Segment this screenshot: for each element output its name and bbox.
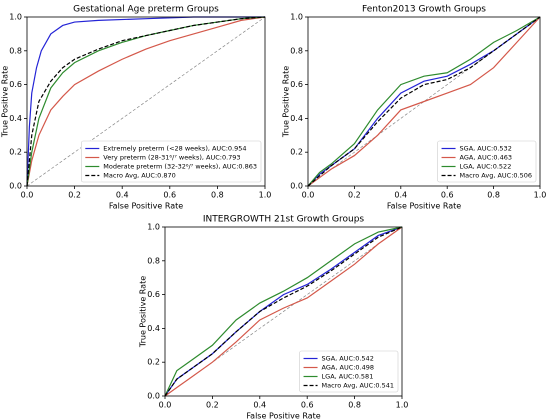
x-tick-label: 0.2 bbox=[348, 191, 361, 200]
chance-diagonal bbox=[164, 226, 403, 397]
x-tick-label: 1.0 bbox=[396, 401, 409, 410]
roc-curve bbox=[26, 16, 265, 187]
legend-label: Moderate preterm (32-32⁶/⁷ weeks), AUC:0… bbox=[103, 163, 257, 171]
chance-diagonal bbox=[26, 16, 266, 187]
y-tick-label: 0.0 bbox=[290, 182, 303, 191]
x-axis-label: False Positive Rate bbox=[109, 202, 183, 211]
y-axis-label: True Positive Rate bbox=[282, 66, 291, 138]
y-tick-label: 0.4 bbox=[147, 324, 160, 333]
plot-frame bbox=[307, 16, 541, 187]
y-tick-label: 0.6 bbox=[9, 80, 22, 89]
roc-curve bbox=[26, 16, 266, 187]
legend-label: LGA, AUC:0.581 bbox=[322, 373, 374, 381]
y-tick-label: 0.0 bbox=[9, 182, 22, 191]
x-tick-label: 0.0 bbox=[302, 191, 315, 200]
legend-label: AGA, AUC:0.498 bbox=[322, 364, 375, 372]
roc-curve bbox=[307, 16, 541, 187]
y-tick-label: 1.0 bbox=[9, 13, 22, 22]
y-tick-label: 0.6 bbox=[290, 80, 303, 89]
y-axis-label: True Positive Rate bbox=[139, 276, 148, 348]
y-tick-label: 0.2 bbox=[290, 148, 303, 157]
y-tick-label: 0.8 bbox=[9, 46, 22, 55]
legend-box bbox=[80, 140, 262, 183]
legend-box bbox=[437, 140, 537, 183]
roc-curve bbox=[307, 16, 541, 187]
x-tick-label: 0.6 bbox=[301, 401, 314, 410]
y-tick-label: 0.0 bbox=[147, 392, 160, 401]
legend-label: Macro Avg, AUC:0.870 bbox=[103, 172, 175, 180]
legend-label: Macro Avg, AUC:0.506 bbox=[460, 172, 532, 180]
x-tick-label: 0.8 bbox=[348, 401, 361, 410]
x-tick-label: 0.8 bbox=[487, 191, 500, 200]
legend-label: SGA, AUC:0.532 bbox=[460, 145, 512, 153]
x-tick-label: 0.4 bbox=[394, 191, 407, 200]
plot-frame bbox=[164, 226, 403, 397]
x-tick-label: 0.4 bbox=[116, 191, 129, 200]
y-tick-label: 0.2 bbox=[9, 148, 22, 157]
x-tick-label: 0.4 bbox=[253, 401, 266, 410]
chart-title: INTERGROWTH 21st Growth Groups bbox=[203, 215, 365, 225]
legend-label: Very preterm (28-31⁶/⁷ weeks), AUC:0.793 bbox=[103, 154, 240, 162]
chart-title: Gestational Age preterm Groups bbox=[73, 5, 219, 15]
x-axis-label: False Positive Rate bbox=[387, 202, 461, 211]
chance-diagonal bbox=[307, 16, 541, 187]
y-tick-label: 0.8 bbox=[147, 256, 160, 265]
y-tick-label: 1.0 bbox=[147, 223, 160, 232]
legend-label: Extremely preterm (<28 weeks), AUC:0.954 bbox=[103, 145, 246, 153]
x-tick-label: 0.2 bbox=[68, 191, 81, 200]
x-axis-label: False Positive Rate bbox=[246, 412, 320, 419]
x-tick-label: 0.0 bbox=[159, 401, 172, 410]
roc-curve bbox=[307, 16, 541, 187]
x-tick-label: 0.6 bbox=[163, 191, 176, 200]
roc-curve bbox=[26, 16, 266, 187]
legend-label: SGA, AUC:0.542 bbox=[322, 355, 374, 363]
legend-box bbox=[299, 350, 399, 393]
roc-curve bbox=[164, 226, 403, 397]
y-tick-label: 1.0 bbox=[290, 13, 303, 22]
y-tick-label: 0.2 bbox=[147, 358, 160, 367]
chart-title: Fenton2013 Growth Groups bbox=[362, 5, 486, 15]
y-tick-label: 0.8 bbox=[290, 46, 303, 55]
y-tick-label: 0.4 bbox=[290, 114, 303, 123]
legend-label: LGA, AUC:0.522 bbox=[460, 163, 512, 171]
y-axis-label: True Positive Rate bbox=[1, 66, 10, 138]
x-tick-label: 0.6 bbox=[441, 191, 454, 200]
roc-curve bbox=[164, 226, 403, 397]
y-tick-label: 0.6 bbox=[147, 290, 160, 299]
roc-curve bbox=[164, 226, 403, 397]
x-tick-label: 0.2 bbox=[206, 401, 219, 410]
x-tick-label: 1.0 bbox=[534, 191, 547, 200]
x-tick-label: 0.8 bbox=[211, 191, 224, 200]
plot-frame bbox=[26, 16, 266, 187]
y-tick-label: 0.4 bbox=[9, 114, 22, 123]
x-tick-label: 0.0 bbox=[21, 191, 34, 200]
legend-label: Macro Avg, AUC:0.541 bbox=[322, 382, 394, 390]
legend-label: AGA, AUC:0.463 bbox=[460, 154, 513, 162]
roc-curve bbox=[307, 16, 541, 187]
x-tick-label: 1.0 bbox=[259, 191, 272, 200]
legend: Extremely preterm (<28 weeks), AUC:0.954… bbox=[80, 140, 262, 183]
